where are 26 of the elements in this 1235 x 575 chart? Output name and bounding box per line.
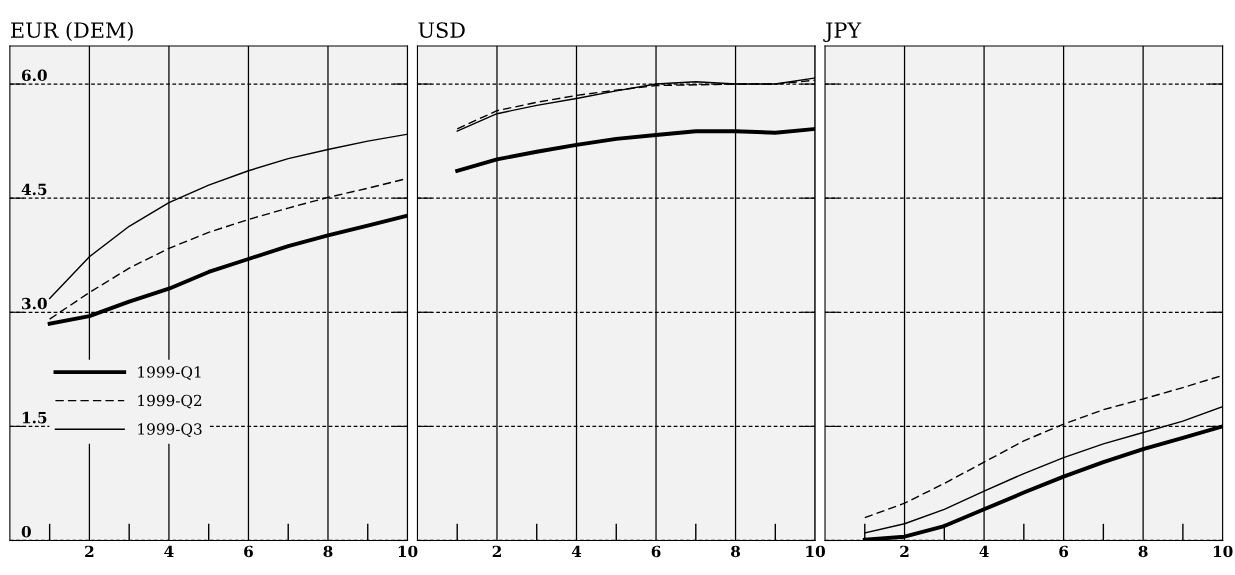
x-tick-label: 8 [323,545,333,558]
x-tick-label: 10 [398,545,418,558]
x-tick-label: 2 [900,545,909,557]
x-tick-label: 6 [244,545,253,558]
y-tick-label: 0 [21,525,31,538]
y-tick-label: 3.0 [22,297,47,310]
chart-title: USD [418,22,465,38]
y-tick-label: 1.5 [22,411,47,424]
x-tick-label: 4 [164,545,174,557]
chart-title: JPY [823,22,862,42]
legend-label: 1999-Q3 [138,423,202,438]
x-tick-label: 4 [979,545,989,557]
x-tick-label: 10 [1213,545,1233,558]
legend-label: 1999-Q1 [138,366,201,380]
x-tick-label: 2 [492,545,501,557]
chart-title: EUR (DEM) [11,21,133,41]
x-tick-label: 8 [1138,545,1148,558]
legend-label: 1999-Q2 [138,394,202,409]
x-tick-label: 6 [651,545,661,558]
y-tick-label: 4.5 [21,183,47,196]
x-tick-label: 8 [731,545,741,558]
x-tick-label: 2 [85,545,94,557]
x-tick-label: 4 [571,545,582,557]
x-tick-label: 6 [1059,545,1069,558]
y-tick-label: 6.0 [21,69,47,82]
x-tick-label: 10 [806,545,825,558]
